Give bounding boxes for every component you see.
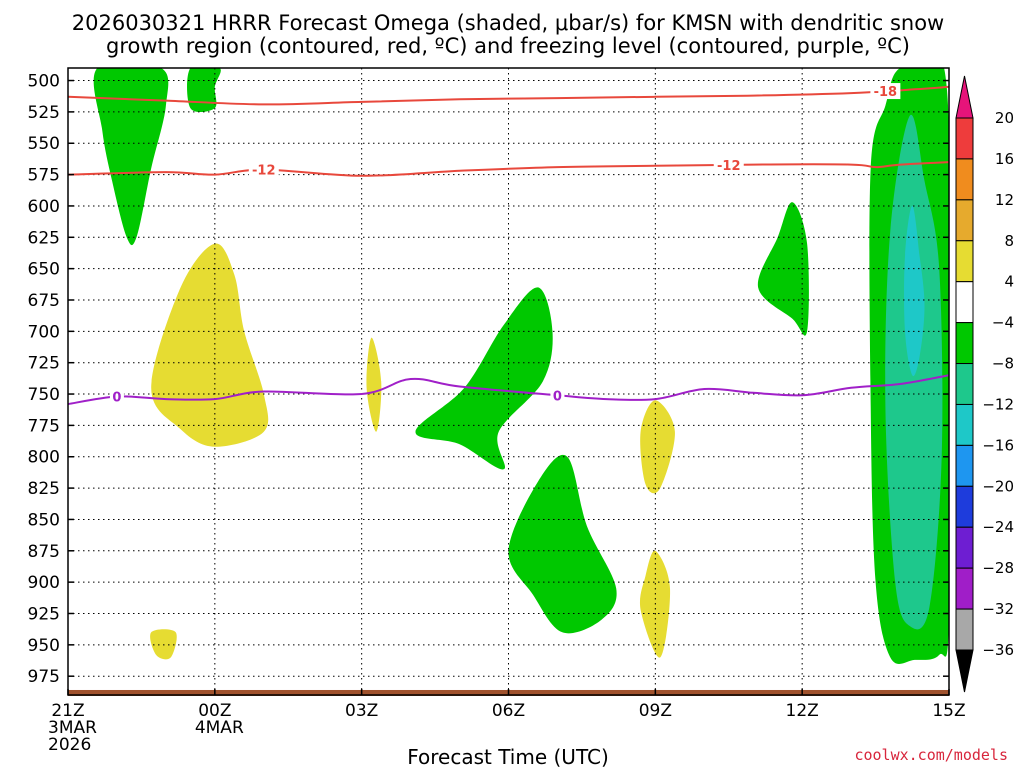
x-tick-label: 4MAR [195, 718, 244, 738]
y-tick-label: 675 [28, 291, 60, 311]
omega-green-lower-center [508, 454, 617, 634]
omega-yellow-left [151, 243, 269, 447]
colorbar-label: −8 [992, 355, 1014, 373]
y-tick-label: 500 [28, 72, 60, 92]
colorbar-swatch [955, 322, 974, 365]
y-tick-label: 725 [28, 354, 60, 374]
colorbar: 20 16 12 8 4 −4 −8 −12 −16 −20 −24 −28 −32 −36 [955, 75, 1014, 693]
colorbar-bottom-arrow [955, 649, 974, 693]
y-tick-label: 850 [28, 510, 60, 530]
dgz-minus12-label: -12 [717, 159, 741, 174]
x-tick-label: 2026 [48, 735, 91, 755]
colorbar-label: 16 [995, 150, 1014, 168]
colorbar-label: 20 [995, 109, 1014, 127]
plot-area: -18 -12 -12 0 0 [67, 67, 950, 696]
chart-title-line-1: 2026030321 HRRR Forecast Omega (shaded, … [72, 11, 944, 35]
dgz-minus12-label: -12 [252, 164, 276, 179]
y-tick-label: 600 [28, 197, 60, 217]
y-tick-label: 950 [28, 636, 60, 656]
omega-yellow-tiny-left [150, 629, 177, 660]
omega-yellow-0830z [640, 400, 675, 494]
x-tick-label: 12Z [786, 701, 819, 721]
x-tick-label: 3MAR [48, 718, 97, 738]
colorbar-swatch [955, 199, 974, 242]
y-tick-label: 925 [28, 604, 60, 624]
contour-lines: -18 -12 -12 0 0 [68, 83, 949, 406]
colorbar-swatch [955, 444, 974, 487]
colorbar-label: −24 [982, 518, 1014, 536]
dgz-minus12-label-bg [713, 156, 744, 173]
colorbar-label: −36 [982, 641, 1014, 659]
x-tick-label: 06Z [492, 701, 525, 721]
x-tick-label: 00Z [198, 701, 231, 721]
dgz-minus12-label-bg [248, 161, 279, 178]
colorbar-label: 8 [1004, 232, 1014, 250]
colorbar-label: −4 [992, 314, 1014, 332]
colorbar-swatch [955, 403, 974, 446]
colorbar-swatch [955, 608, 974, 651]
y-tick-label: 900 [28, 573, 60, 593]
freezing-level-label-bg [109, 388, 124, 405]
colorbar-swatch [955, 485, 974, 528]
x-tick-label: 21Z [51, 701, 84, 721]
x-axis-label: Forecast Time (UTC) [407, 745, 609, 768]
colorbar-label: 12 [995, 191, 1014, 209]
colorbar-label: −28 [982, 559, 1014, 577]
dgz-minus18-line [68, 85, 949, 106]
freezing-level-label: 0 [553, 389, 562, 404]
omega-yellow-03z [366, 337, 382, 432]
colorbar-label: −20 [982, 477, 1014, 495]
dgz-minus12-line [68, 161, 949, 177]
x-tick-label: 15Z [932, 701, 965, 721]
colorbar-label: 4 [1004, 273, 1014, 291]
colorbar-swatch [955, 281, 974, 324]
colorbar-swatch [955, 117, 974, 160]
colorbar-top-arrow [955, 75, 974, 119]
y-tick-label: 975 [28, 667, 60, 687]
x-tick-label: 09Z [639, 701, 672, 721]
y-tick-label: 575 [28, 166, 60, 186]
freezing-level-label-bg [550, 387, 565, 404]
colorbar-swatch [955, 240, 974, 283]
colorbar-swatch [955, 567, 974, 610]
y-tick-label: 800 [28, 448, 60, 468]
omega-green-upper-left [93, 68, 169, 246]
y-tick-label: 775 [28, 416, 60, 436]
colorbar-label: −16 [982, 436, 1014, 454]
y-tick-label: 625 [28, 228, 60, 248]
grid-lines [68, 68, 949, 695]
credit-text: coolwx.com/models [854, 746, 1008, 764]
colorbar-swatch [955, 158, 974, 201]
x-tick-label: 03Z [345, 701, 378, 721]
colorbar-label: −12 [982, 395, 1014, 413]
colorbar-swatch [955, 526, 974, 569]
dgz-minus18-label: -18 [874, 85, 898, 100]
freezing-level-label: 0 [112, 391, 121, 406]
y-tick-label: 825 [28, 479, 60, 499]
colorbar-swatch [955, 363, 974, 405]
y-tick-label: 700 [28, 322, 60, 342]
freezing-level-line [68, 374, 949, 406]
y-tick-label: 750 [28, 385, 60, 405]
colorbar-label: −32 [982, 600, 1014, 618]
dgz-minus18-label-bg [870, 83, 901, 100]
y-tick-label: 875 [28, 542, 60, 562]
omega-green-center [415, 287, 553, 470]
omega-cyan-right [904, 205, 925, 377]
y-tick-label: 550 [28, 134, 60, 154]
y-tick-label: 525 [28, 103, 60, 123]
y-axis-ticks: 500 525 550 575 600 625 650 675 700 725 750 775 800 8… [28, 72, 949, 687]
chart-title-line-2: growth region (contoured, red, ºC) and f… [106, 34, 910, 58]
y-tick-label: 650 [28, 260, 60, 280]
